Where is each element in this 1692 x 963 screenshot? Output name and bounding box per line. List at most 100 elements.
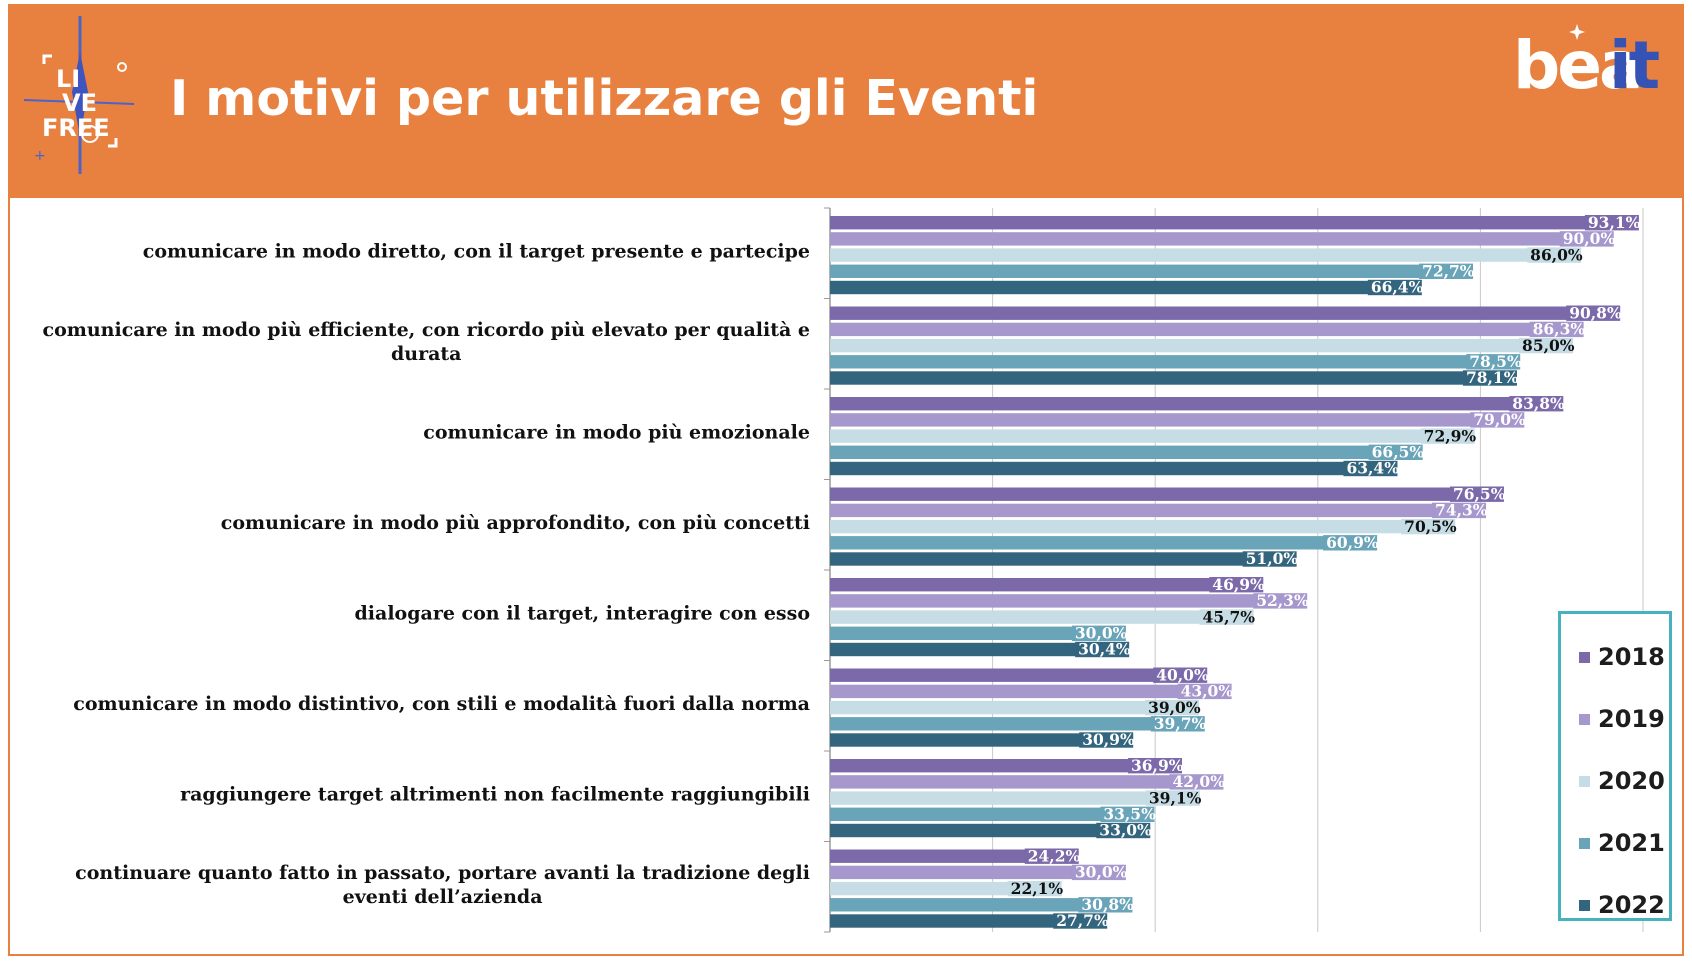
data-label: 39,1% [1149, 788, 1202, 807]
data-label: 78,5% [1469, 352, 1522, 371]
bar-2018 [830, 397, 1512, 411]
bar-2019 [830, 322, 1532, 337]
data-label: 30,0% [1075, 624, 1128, 643]
bar-2019 [830, 413, 1473, 427]
data-label: 79,0% [1473, 410, 1526, 429]
data-label: 45,7% [1203, 607, 1256, 626]
value-label-bg [1419, 263, 1474, 279]
category-label: raggiungere target altrimenti non facilm… [180, 783, 810, 805]
data-label: 40,0% [1156, 665, 1209, 684]
value-label-bg [1343, 460, 1398, 477]
bar-2021 [830, 898, 1081, 912]
data-label: 72,7% [1422, 262, 1475, 281]
value-label-bg [1199, 609, 1254, 625]
category-label: comunicare in modo diretto, con il targe… [143, 240, 810, 262]
page-title: I motivi per utilizzare gli Eventi [170, 70, 1039, 127]
chart-bars: 93,1%90,0%86,0% 72,7%66,4% 90,8%86,3%85,0%… [830, 213, 1641, 930]
data-label: 66,5% [1372, 443, 1425, 462]
bar-2018 [830, 849, 1027, 863]
value-label-bg [1323, 535, 1378, 551]
value-label-bg [1007, 880, 1062, 897]
data-label: 86,0% [1530, 245, 1583, 264]
legend-swatch [1579, 775, 1590, 787]
bar-2020 [830, 429, 1423, 443]
data-label: 39,0% [1148, 698, 1201, 717]
value-label-bg [1519, 337, 1574, 354]
legend-label: 2021 [1598, 829, 1665, 857]
svg-text:LI: LI [56, 65, 80, 93]
data-label: 36,9% [1131, 756, 1184, 775]
value-label-bg [1470, 412, 1525, 428]
beait-logo-blue: it [1609, 27, 1660, 100]
value-label-bg [1566, 305, 1621, 321]
data-label: 43,0% [1181, 682, 1234, 701]
legend-item-2020: 2020 [1579, 766, 1665, 796]
data-label: 70,5% [1404, 517, 1457, 536]
value-label-bg [1462, 370, 1517, 386]
legend-label: 2022 [1598, 891, 1665, 919]
bar-2022 [830, 642, 1078, 657]
legend-label: 2019 [1598, 705, 1665, 733]
data-label: 24,2% [1028, 846, 1081, 865]
bar-2022 [830, 280, 1370, 295]
value-label-bg [1420, 428, 1475, 444]
live-free-logo: LI VE FREE + [23, 16, 135, 174]
bar-2022 [830, 371, 1465, 385]
value-label-bg [1169, 774, 1224, 790]
value-label-bg [1584, 215, 1639, 231]
value-label-bg [1401, 518, 1456, 535]
bar-2021 [830, 355, 1469, 369]
legend-swatch [1579, 837, 1590, 849]
value-label-bg [1242, 551, 1297, 567]
legend-swatch [1579, 651, 1590, 663]
value-label-bg [1079, 732, 1134, 748]
value-label-bg [1368, 444, 1423, 460]
bar-2020 [830, 700, 1148, 715]
svg-text:VE: VE [62, 89, 97, 117]
bar-2021 [830, 445, 1371, 459]
value-label-bg [1509, 396, 1564, 412]
category-label: comunicare in modo distintivo, con stili… [73, 693, 810, 715]
legend-swatch [1579, 713, 1590, 725]
legend-item-2019: 2019 [1579, 704, 1665, 734]
data-label: 30,9% [1082, 730, 1135, 749]
legend-label: 2018 [1598, 643, 1665, 671]
value-label-bg [1153, 667, 1208, 683]
svg-text:FREE: FREE [42, 114, 110, 142]
data-label: 90,0% [1563, 229, 1616, 248]
value-label-bg [1449, 486, 1504, 502]
slide-header [8, 4, 1684, 198]
data-label: 93,1% [1588, 213, 1641, 232]
value-label-bg [1529, 321, 1584, 338]
data-label: 30,8% [1081, 895, 1134, 914]
value-label-bg [1053, 913, 1108, 929]
data-label: 52,3% [1256, 591, 1309, 610]
bar-2018 [830, 487, 1452, 501]
value-label-bg [1432, 502, 1487, 519]
data-label: 39,7% [1154, 714, 1207, 733]
bar-2018 [830, 759, 1130, 773]
bar-2019 [830, 865, 1074, 880]
bar-2020 [830, 248, 1530, 262]
bar-2022 [830, 914, 1056, 928]
value-label-bg [1466, 354, 1521, 370]
value-label-bg [1071, 864, 1126, 881]
data-label: 33,5% [1103, 805, 1156, 824]
value-label-bg [1150, 716, 1205, 732]
legend-item-2018: 2018 [1579, 642, 1665, 672]
value-label-bg [1024, 848, 1079, 864]
legend-label: 2020 [1598, 767, 1665, 795]
data-label: 42,0% [1172, 772, 1225, 791]
data-label: 74,3% [1435, 501, 1488, 520]
data-label: 60,9% [1326, 533, 1379, 552]
value-label-bg [1100, 806, 1155, 822]
category-label: comunicare in modo più approfondito, con… [221, 512, 810, 534]
bar-2021 [830, 264, 1422, 278]
value-label-bg [1177, 683, 1232, 700]
bar-2019 [830, 503, 1435, 518]
data-label: 30,4% [1078, 640, 1131, 659]
value-label-bg [1527, 247, 1582, 263]
data-label: 51,0% [1246, 549, 1299, 568]
data-label: 76,5% [1453, 484, 1506, 503]
